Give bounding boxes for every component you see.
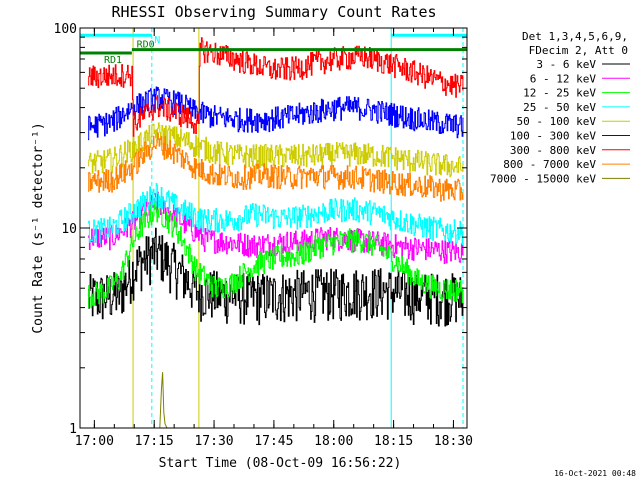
legend: Det 1,3,4,5,6,9,FDecim 2, Att 03 - 6 keV… — [490, 30, 630, 185]
y-tick-label-2: 100 — [54, 22, 77, 37]
legend-label-800-7000-kev: 800 - 7000 keV — [503, 158, 596, 171]
legend-label-7000-15000-kev: 7000 - 15000 keV — [490, 172, 596, 185]
series-12-25-kev — [88, 200, 464, 309]
data-series — [88, 37, 464, 429]
y-tick-label-1: 10 — [61, 222, 77, 237]
series-100-300-kev — [88, 86, 464, 141]
series-7000-15000-kev — [159, 372, 168, 429]
legend-label-25-50-kev: 25 - 50 keV — [523, 101, 596, 114]
legend-label-3-6-kev: 3 - 6 keV — [536, 58, 596, 71]
x-tick-label-0: 17:00 — [75, 434, 114, 449]
y-tick-label-0: 1 — [69, 422, 77, 437]
axes: 17:00 17:15 17:30 17:45 18:00 18:15 18:30 1 10 10… — [54, 22, 473, 449]
series-3-6-kev — [88, 227, 464, 327]
x-tick-label-1: 17:15 — [135, 434, 174, 449]
x-axis-label: Start Time (08-Oct-09 16:56:22) — [159, 456, 402, 471]
y-axis-label: Count Rate (s⁻¹ detector⁻¹) — [31, 122, 46, 333]
legend-label-300-800-kev: 300 - 800 keV — [510, 144, 596, 157]
annotation-n: N — [154, 35, 160, 46]
x-tick-label-6: 18:30 — [434, 434, 473, 449]
annotation-rd1: RD1 — [104, 55, 122, 66]
legend-label-12-25-kev: 12 - 25 keV — [523, 87, 596, 100]
series-50-100-kev — [88, 122, 464, 178]
x-tick-label-4: 18:00 — [314, 434, 353, 449]
legend-label-50-100-kev: 50 - 100 keV — [517, 115, 597, 128]
chart-title: RHESSI Observing Summary Count Rates — [111, 3, 436, 21]
series-25-50-kev — [88, 183, 464, 246]
legend-label-6-12-kev: 6 - 12 keV — [530, 72, 597, 85]
series-300-800-kev — [88, 37, 464, 137]
x-tick-label-2: 17:30 — [194, 434, 233, 449]
x-tick-label-3: 17:45 — [254, 434, 293, 449]
annotation-rd0: RD0 — [137, 40, 155, 51]
series-800-7000-kev — [88, 132, 464, 202]
legend-header-0: Det 1,3,4,5,6,9, — [522, 30, 628, 43]
x-tick-label-5: 18:15 — [374, 434, 413, 449]
legend-label-100-300-kev: 100 - 300 keV — [510, 130, 596, 143]
timestamp: 16-Oct-2021 00:48 — [554, 469, 636, 478]
legend-header-1: FDecim 2, Att 0 — [529, 44, 628, 57]
